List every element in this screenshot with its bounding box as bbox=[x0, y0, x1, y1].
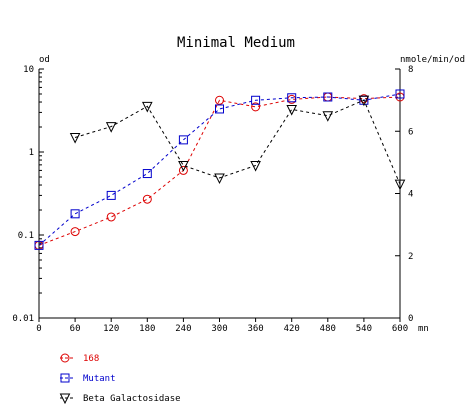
x-tick-label: 180 bbox=[139, 324, 155, 334]
x-tick-label: 420 bbox=[284, 324, 300, 334]
legend-label-1: Mutant bbox=[83, 374, 116, 384]
x-tick-label: 0 bbox=[36, 324, 41, 334]
data-point-2 bbox=[250, 160, 261, 172]
left-axis-label: od bbox=[39, 55, 50, 65]
x-tick-label: 600 bbox=[392, 324, 408, 334]
x-tick-label: 540 bbox=[356, 324, 372, 334]
data-point-0 bbox=[70, 227, 80, 237]
data-point-2 bbox=[322, 111, 334, 122]
data-point-0 bbox=[251, 102, 261, 112]
right-tick-label: 2 bbox=[408, 252, 413, 262]
data-point-1 bbox=[142, 169, 152, 179]
x-tick-label: 480 bbox=[320, 324, 336, 334]
data-point-2 bbox=[141, 101, 153, 113]
legend-marker-0 bbox=[60, 353, 70, 363]
left-tick-label: 0.01 bbox=[12, 314, 34, 324]
right-tick-label: 4 bbox=[408, 190, 413, 200]
legend-marker-1 bbox=[60, 373, 70, 383]
series-line-2 bbox=[74, 99, 401, 185]
data-point-2 bbox=[286, 104, 298, 116]
x-tick-label: 240 bbox=[175, 324, 191, 334]
axis-ticks: 0 60 120 180 240 300 360 420 480 540 6000.010.1110… bbox=[12, 65, 413, 334]
data-point-2 bbox=[214, 173, 225, 185]
left-tick-label: 0.1 bbox=[18, 231, 34, 241]
plot-series bbox=[34, 89, 406, 250]
data-point-0 bbox=[142, 194, 152, 204]
x-tick-label: 360 bbox=[247, 324, 263, 334]
series-line-1 bbox=[38, 93, 401, 246]
x-tick-label: 120 bbox=[103, 324, 119, 334]
right-axis-label: nmole/min/od bbox=[400, 55, 465, 65]
right-tick-label: 6 bbox=[408, 127, 413, 137]
data-point-2 bbox=[105, 122, 117, 133]
data-point-1 bbox=[251, 95, 261, 105]
legend: 168 Mutant Beta Galactosidase bbox=[59, 353, 181, 405]
legend-label-0: 168 bbox=[83, 354, 99, 364]
data-point-1 bbox=[215, 104, 224, 114]
data-point-1 bbox=[106, 190, 116, 200]
data-point-1 bbox=[70, 209, 80, 219]
left-tick-label: 10 bbox=[23, 65, 34, 75]
data-point-1 bbox=[395, 89, 405, 99]
data-point-1 bbox=[323, 92, 333, 102]
right-tick-label: 0 bbox=[408, 314, 413, 324]
legend-label-2: Beta Galactosidase bbox=[83, 394, 181, 404]
data-point-2 bbox=[178, 160, 189, 172]
data-point-1 bbox=[287, 93, 297, 103]
data-point-1 bbox=[178, 135, 188, 145]
data-point-0 bbox=[106, 212, 116, 222]
chart-title: Minimal Medium bbox=[177, 35, 295, 51]
data-point-1 bbox=[34, 240, 44, 250]
data-point-2 bbox=[69, 132, 81, 144]
legend-marker-2 bbox=[59, 393, 71, 405]
data-point-2 bbox=[358, 95, 370, 107]
right-tick-label: 8 bbox=[408, 65, 413, 75]
series-line-0 bbox=[38, 96, 401, 246]
x-tick-label: 300 bbox=[211, 324, 227, 334]
x-tick-label: 60 bbox=[70, 324, 81, 334]
data-point-2 bbox=[394, 179, 406, 191]
data-point-0 bbox=[178, 165, 188, 175]
x-axis-unit: mn bbox=[418, 324, 429, 334]
data-point-0 bbox=[215, 95, 224, 105]
left-tick-label: 1 bbox=[29, 148, 34, 158]
